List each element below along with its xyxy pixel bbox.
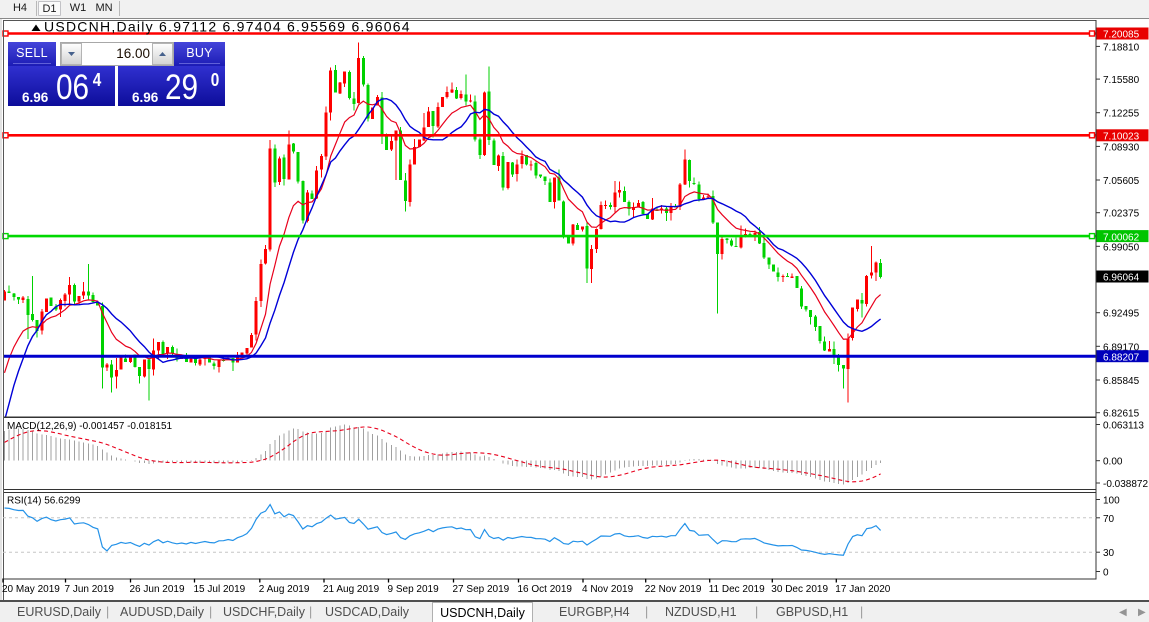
svg-text:15 Jul 2019: 15 Jul 2019 (194, 584, 246, 595)
svg-text:7.02375: 7.02375 (1103, 209, 1140, 220)
svg-text:-0.038872: -0.038872 (1103, 479, 1148, 490)
svg-text:0: 0 (1103, 568, 1109, 579)
svg-text:7.05605: 7.05605 (1103, 176, 1140, 187)
svg-text:7.10023: 7.10023 (1103, 132, 1140, 143)
svg-text:7.20085: 7.20085 (1103, 30, 1140, 41)
svg-text:7.00062: 7.00062 (1103, 232, 1140, 243)
svg-text:0.063113: 0.063113 (1103, 421, 1144, 432)
svg-text:RSI(14) 56.6299: RSI(14) 56.6299 (7, 496, 81, 507)
svg-text:26 Jun 2019: 26 Jun 2019 (130, 584, 185, 595)
svg-text:6.99050: 6.99050 (1103, 242, 1140, 253)
svg-text:9 Sep 2019: 9 Sep 2019 (388, 584, 440, 595)
svg-text:30: 30 (1103, 548, 1115, 559)
svg-text:27 Sep 2019: 27 Sep 2019 (453, 584, 510, 595)
svg-text:0.00: 0.00 (1103, 457, 1123, 468)
svg-text:MACD(12,26,9) -0.001457 -0.018: MACD(12,26,9) -0.001457 -0.018151 (7, 421, 173, 432)
svg-text:7.08930: 7.08930 (1103, 142, 1140, 153)
svg-text:6.82615: 6.82615 (1103, 409, 1140, 420)
svg-text:6.88207: 6.88207 (1103, 352, 1140, 363)
svg-text:6.89170: 6.89170 (1103, 342, 1140, 353)
svg-text:7 Jun 2019: 7 Jun 2019 (65, 584, 115, 595)
svg-text:70: 70 (1103, 514, 1115, 525)
svg-text:17 Jan 2020: 17 Jan 2020 (835, 584, 890, 595)
svg-text:6.96064: 6.96064 (1103, 273, 1140, 284)
svg-text:100: 100 (1103, 496, 1120, 507)
svg-text:22 Nov 2019: 22 Nov 2019 (645, 584, 702, 595)
svg-text:USDCNH,Daily 6.97112 6.97404: USDCNH,Daily 6.97112 6.97404 6.95569 6.9… (44, 19, 411, 35)
svg-text:6.92495: 6.92495 (1103, 309, 1140, 320)
svg-text:16 Oct 2019: 16 Oct 2019 (518, 584, 573, 595)
svg-text:4 Nov 2019: 4 Nov 2019 (582, 584, 634, 595)
svg-text:2 Aug 2019: 2 Aug 2019 (259, 584, 310, 595)
svg-text:7.15580: 7.15580 (1103, 75, 1140, 86)
svg-text:11 Dec 2019: 11 Dec 2019 (709, 584, 765, 595)
svg-text:6.85845: 6.85845 (1103, 376, 1140, 387)
svg-text:20 May 2019: 20 May 2019 (2, 584, 60, 595)
svg-text:21 Aug 2019: 21 Aug 2019 (323, 584, 380, 595)
svg-text:30 Dec 2019: 30 Dec 2019 (771, 584, 828, 595)
svg-text:7.12255: 7.12255 (1103, 109, 1140, 120)
svg-text:7.18810: 7.18810 (1103, 42, 1140, 53)
